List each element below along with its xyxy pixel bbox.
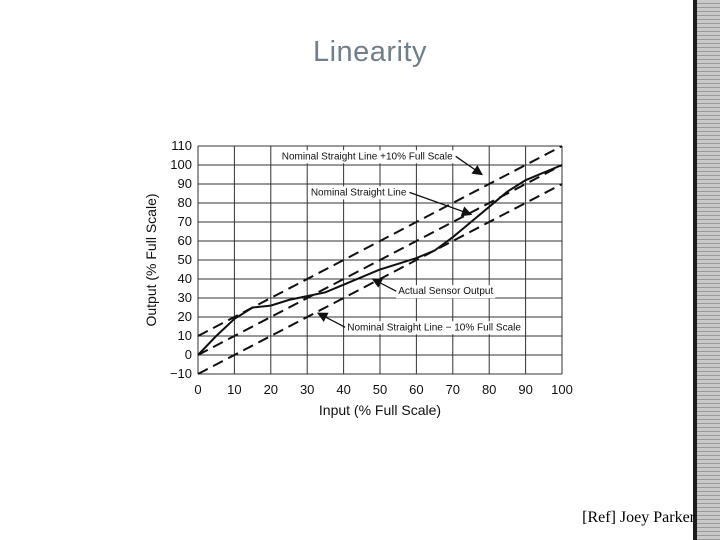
x-tick-label: 0 [194,382,201,397]
y-tick-label: 70 [178,214,192,229]
y-tick-label: 30 [178,290,192,305]
x-tick-label: 70 [446,382,460,397]
annotation-2: Actual Sensor Output [371,278,496,299]
decorative-side-strip [693,0,720,540]
annotation-arrow [409,191,473,217]
slide-title: Linearity [312,36,428,68]
x-axis-label: Input (% Full Scale) [319,402,441,418]
x-tick-label: 20 [264,382,278,397]
annotation-bg [308,186,409,200]
tick-layer: 0 10 20 30 40 50 60 70 80 90 100−10010203040506070… [170,138,573,397]
y-tick-label: 40 [178,271,192,286]
annotation-text: Nominal Straight Line − 10% Full Scale [347,322,521,333]
annotation-arrow [316,312,346,328]
x-tick-label: 40 [336,382,350,397]
y-tick-label: 10 [178,328,192,343]
series-line-3 [197,164,563,356]
y-tick-label: 20 [178,309,192,324]
x-tick-label: 30 [300,382,314,397]
annotation-text: Nominal Straight Line +10% Full Scale [282,151,453,162]
annotation-arrow [455,155,483,176]
series-line-0 [197,145,563,337]
annotation-text: Actual Sensor Output [398,286,493,297]
reference-citation: [Ref] Joey Parker [582,509,695,526]
annotation-layer: Nominal Straight Line +10% Full Scale Nom… [279,150,523,335]
annotation-bg [396,285,496,299]
x-tick-label: 50 [373,382,387,397]
y-tick-label: 90 [178,176,192,191]
annotation-text: Nominal Straight Line [311,187,407,198]
linearity-chart: Nominal Straight Line +10% Full Scale Nom… [140,135,580,430]
chart-svg: Nominal Straight Line +10% Full Scale Nom… [143,138,573,418]
y-tick-label: 50 [178,252,192,267]
x-tick-label: 90 [518,382,532,397]
x-tick-label: 10 [227,382,241,397]
annotation-bg [345,321,523,335]
y-tick-label: −10 [170,366,192,381]
x-tick-label: 60 [409,382,423,397]
annotation-bg [279,150,455,164]
annotation-3: Nominal Straight Line − 10% Full Scale [316,312,523,335]
y-axis-label: Output (% Full Scale) [143,193,159,326]
y-tick-label: 80 [178,195,192,210]
x-tick-label: 80 [482,382,496,397]
y-tick-label: 110 [171,138,192,153]
y-tick-label: 60 [178,233,192,248]
annotation-1: Nominal Straight Line [308,186,473,217]
annotation-arrow [371,278,397,292]
y-tick-label: 100 [170,157,192,172]
y-tick-label: 0 [185,347,192,362]
annotation-0: Nominal Straight Line +10% Full Scale [279,150,483,176]
x-tick-label: 100 [551,382,573,397]
